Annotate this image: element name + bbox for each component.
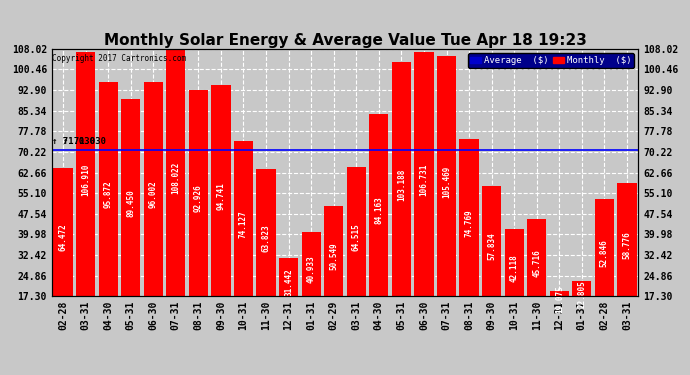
- Bar: [618, 183, 637, 344]
- Bar: [302, 232, 321, 344]
- Text: 94.741: 94.741: [217, 182, 226, 210]
- Title: Monthly Solar Energy & Average Value Tue Apr 18 19:23: Monthly Solar Energy & Average Value Tue…: [104, 33, 586, 48]
- Text: 108.022: 108.022: [171, 162, 180, 194]
- Bar: [144, 81, 163, 344]
- Text: 106.731: 106.731: [420, 164, 428, 196]
- Text: 96.002: 96.002: [149, 180, 158, 208]
- Text: 45.716: 45.716: [532, 249, 541, 277]
- Bar: [257, 170, 275, 344]
- Text: 103.188: 103.188: [397, 168, 406, 201]
- Bar: [99, 82, 118, 344]
- Text: 74.127: 74.127: [239, 210, 248, 238]
- Text: 64.515: 64.515: [352, 224, 361, 251]
- Bar: [504, 228, 524, 344]
- Text: Copyright 2017 Cartronics.com: Copyright 2017 Cartronics.com: [52, 54, 186, 63]
- Text: 95.872: 95.872: [104, 181, 112, 209]
- Bar: [279, 258, 298, 344]
- Text: 105.469: 105.469: [442, 165, 451, 198]
- Bar: [189, 90, 208, 344]
- Bar: [76, 52, 95, 344]
- Text: 89.450: 89.450: [126, 189, 135, 217]
- Text: 19.075: 19.075: [555, 285, 564, 313]
- Bar: [460, 140, 479, 344]
- Bar: [211, 85, 230, 344]
- Text: 74.769: 74.769: [464, 210, 473, 237]
- Bar: [595, 199, 614, 344]
- Text: 57.834: 57.834: [487, 232, 496, 260]
- Text: ↑ 71.030: ↑ 71.030: [63, 136, 106, 146]
- Bar: [550, 291, 569, 344]
- Bar: [166, 49, 186, 344]
- Bar: [437, 56, 456, 344]
- Text: 22.805: 22.805: [578, 280, 586, 308]
- Text: 58.776: 58.776: [622, 231, 631, 259]
- Text: ↑ 71.030: ↑ 71.030: [52, 136, 95, 146]
- Bar: [392, 62, 411, 344]
- Bar: [572, 281, 591, 344]
- Text: 40.933: 40.933: [306, 256, 315, 284]
- Text: 52.846: 52.846: [600, 239, 609, 267]
- Text: 106.910: 106.910: [81, 163, 90, 196]
- Bar: [369, 114, 388, 344]
- Bar: [53, 168, 72, 344]
- Text: 50.549: 50.549: [329, 243, 338, 270]
- Text: 92.926: 92.926: [194, 184, 203, 212]
- Text: 64.472: 64.472: [59, 224, 68, 251]
- Bar: [121, 99, 140, 344]
- Text: 63.823: 63.823: [262, 224, 270, 252]
- Bar: [527, 219, 546, 344]
- Legend: Average  ($), Monthly  ($): Average ($), Monthly ($): [468, 53, 633, 68]
- Bar: [346, 168, 366, 344]
- Text: 42.118: 42.118: [510, 254, 519, 282]
- Bar: [482, 186, 501, 344]
- Text: 31.442: 31.442: [284, 268, 293, 296]
- Bar: [415, 52, 433, 344]
- Text: 84.163: 84.163: [375, 196, 384, 224]
- Bar: [324, 206, 344, 344]
- Bar: [234, 141, 253, 344]
